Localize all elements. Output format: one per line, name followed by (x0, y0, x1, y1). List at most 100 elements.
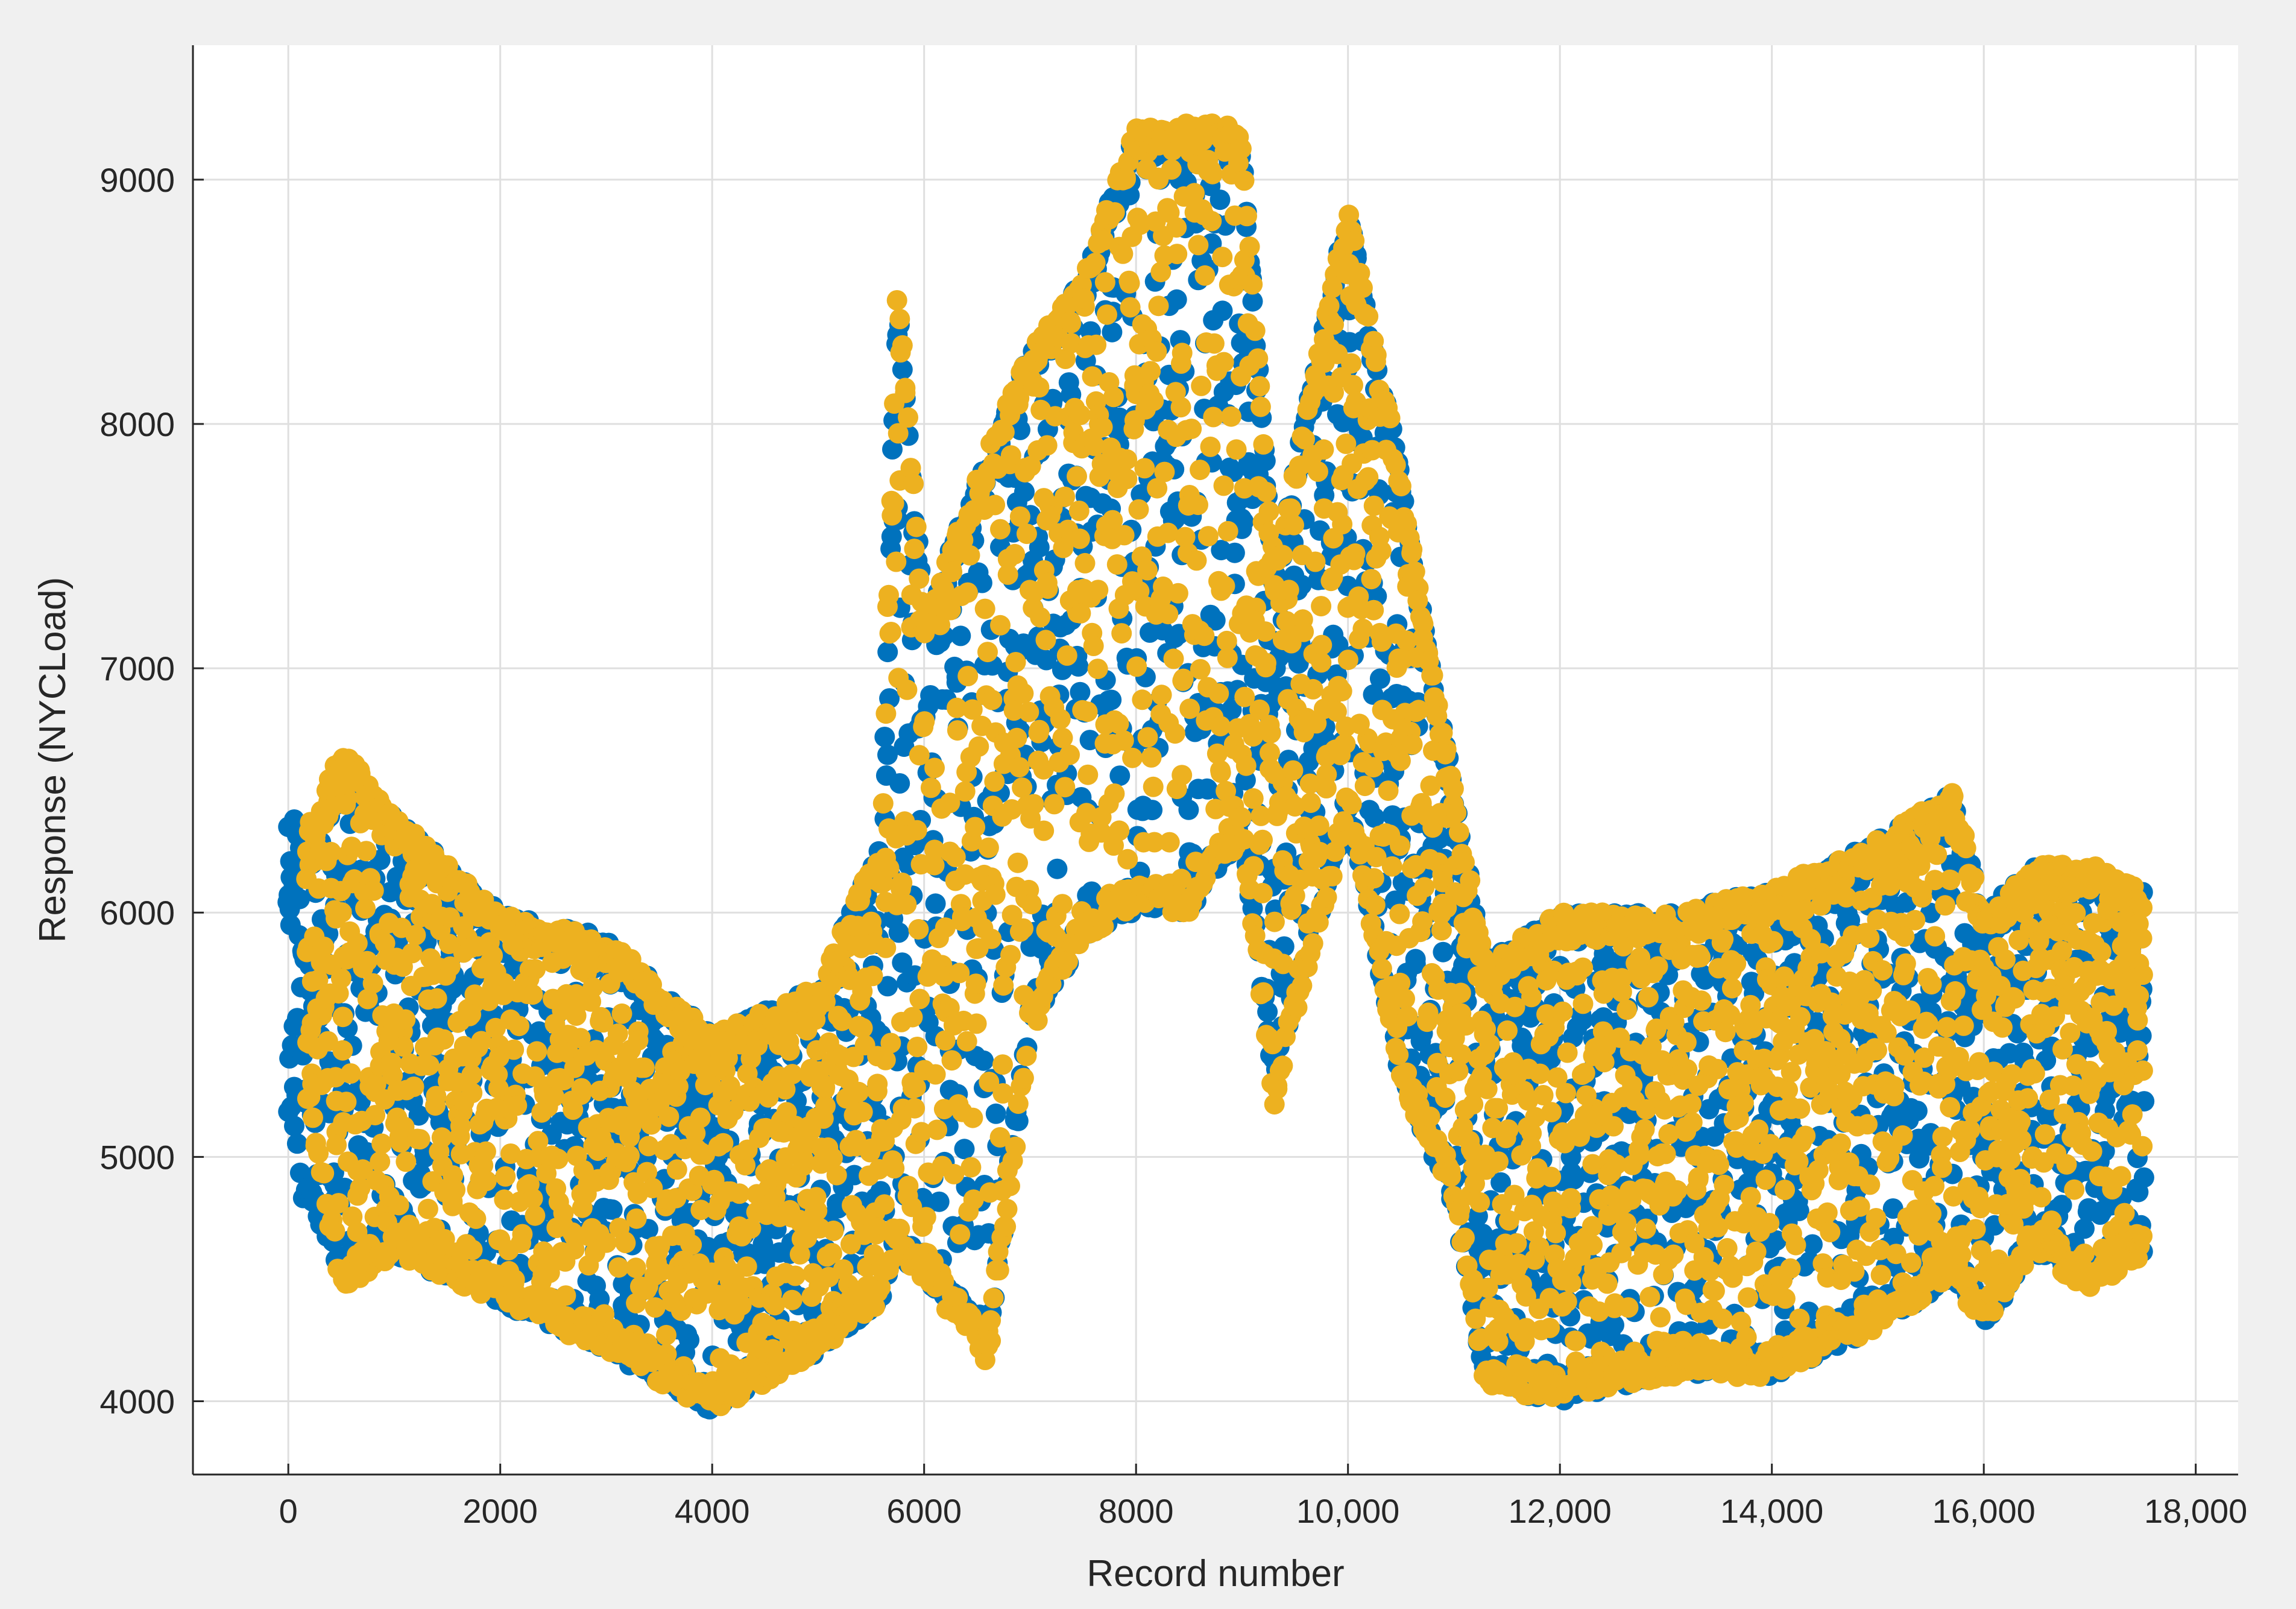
data-point (822, 1148, 843, 1169)
data-point (764, 1295, 785, 1316)
data-point (1802, 1234, 1823, 1255)
data-point (1235, 770, 1256, 791)
data-point (1563, 1169, 1585, 1190)
data-point (418, 1055, 440, 1076)
data-point (656, 1324, 676, 1345)
data-point (1363, 684, 1384, 705)
data-point (332, 1040, 353, 1061)
data-point (1212, 300, 1233, 321)
data-point (1070, 681, 1091, 703)
data-point (877, 642, 898, 663)
data-point (690, 1107, 711, 1128)
data-point (1014, 481, 1035, 502)
data-point (625, 1257, 646, 1279)
data-point (522, 984, 543, 1005)
data-point (286, 1133, 308, 1154)
data-point (782, 1064, 803, 1085)
data-point (1364, 807, 1385, 828)
data-point (332, 1007, 353, 1028)
data-point (571, 1078, 592, 1099)
data-point (462, 1083, 483, 1104)
data-point (1221, 699, 1242, 720)
data-point (314, 1163, 335, 1184)
data-point (465, 1208, 487, 1229)
data-point (434, 1029, 455, 1050)
data-point (1109, 765, 1131, 786)
data-point (362, 973, 383, 994)
data-point (882, 439, 903, 460)
data-point (509, 1016, 529, 1037)
data-point (355, 898, 376, 919)
data-point (555, 1285, 576, 1306)
data-point (1906, 1101, 1928, 1121)
data-point (461, 1064, 482, 1086)
data-point (495, 1166, 516, 1187)
data-point (1196, 778, 1217, 799)
data-point (1490, 1172, 1512, 1193)
data-point (1541, 1048, 1562, 1069)
data-point (1328, 634, 1349, 656)
data-point (823, 1220, 844, 1241)
data-point (503, 1039, 525, 1060)
data-point (403, 1076, 424, 1097)
data-point (526, 1041, 547, 1062)
data-point (736, 1256, 757, 1277)
data-point (395, 1009, 416, 1030)
data-point (1131, 484, 1152, 505)
data-point (679, 1330, 700, 1350)
data-point (729, 1183, 750, 1204)
data-point (1242, 898, 1263, 919)
data-point (877, 976, 898, 997)
data-point (1433, 941, 1454, 963)
data-point (1233, 511, 1254, 532)
data-point (402, 943, 423, 964)
data-point (582, 977, 604, 998)
data-point (985, 1103, 1006, 1124)
data-point (1604, 1315, 1624, 1336)
data-point (335, 794, 356, 815)
data-point (388, 1195, 409, 1216)
data-point (666, 1159, 687, 1180)
data-point (340, 1063, 361, 1084)
data-point (431, 1127, 452, 1148)
data-point (1036, 650, 1057, 671)
data-point (405, 925, 426, 946)
data-point (877, 744, 898, 765)
data-point (1405, 953, 1426, 975)
data-point (2133, 1167, 2154, 1188)
data-point (973, 1050, 994, 1071)
data-point (1101, 689, 1122, 710)
data-point (607, 1023, 628, 1045)
data-point (326, 1134, 347, 1155)
data-point (1102, 321, 1123, 343)
data-point (1008, 1110, 1029, 1131)
data-point (450, 1116, 471, 1137)
data-point (1766, 1230, 1787, 1251)
data-points (277, 113, 2155, 1420)
data-point (892, 359, 913, 380)
data-point (289, 888, 310, 909)
data-point (619, 1145, 640, 1166)
data-point (370, 1151, 391, 1172)
data-point (1047, 858, 1068, 879)
data-point (525, 1205, 546, 1226)
data-point (658, 1106, 680, 1127)
data-point (396, 1151, 417, 1172)
data-point (925, 893, 946, 914)
data-point (409, 1129, 430, 1150)
data-point (1010, 419, 1030, 440)
data-point (445, 1180, 465, 1201)
data-point (284, 1116, 304, 1137)
data-point (781, 1289, 803, 1310)
data-point (852, 1101, 873, 1122)
data-point (1166, 289, 1187, 310)
data-point (356, 950, 377, 972)
data-point (889, 773, 910, 794)
data-point (1224, 542, 1245, 563)
data-point (826, 1165, 847, 1186)
data-point (363, 880, 384, 901)
data-point (634, 1057, 655, 1078)
data-point (2074, 1218, 2095, 1239)
data-point (971, 572, 992, 593)
